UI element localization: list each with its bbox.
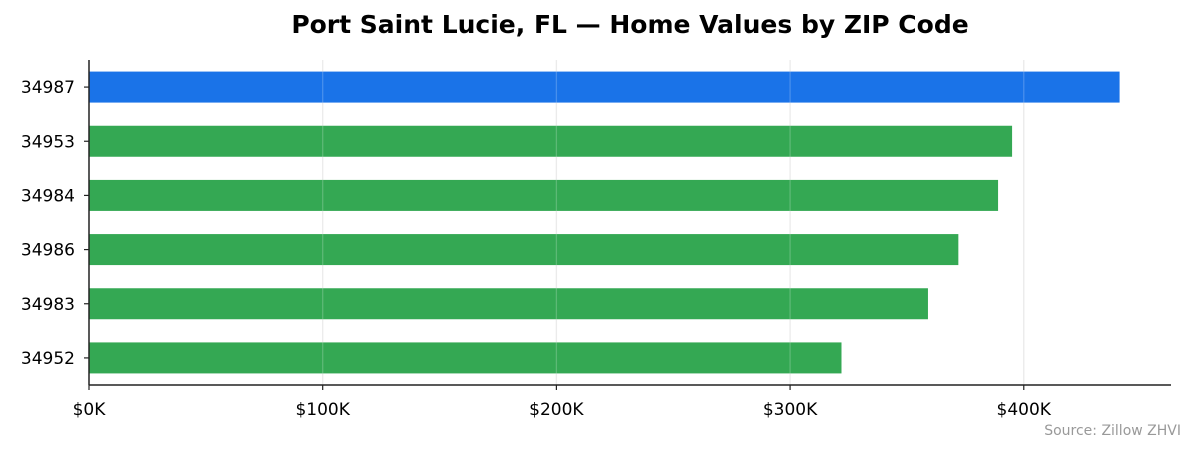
bar-34983 [89,288,928,320]
chart-title: Port Saint Lucie, FL — Home Values by ZI… [291,10,969,39]
x-tick-label: $0K [73,400,107,420]
x-tick-label: $300K [763,400,818,420]
y-tick-label: 34952 [21,349,75,369]
y-tick-label: 34984 [21,186,75,206]
x-tick-label: $100K [295,400,350,420]
y-tick-label: 34987 [21,78,75,98]
bar-34987 [89,71,1120,103]
bar-34986 [89,234,959,266]
y-tick-label: 34986 [21,241,75,261]
x-tick-label: $200K [529,400,584,420]
bar-34984 [89,179,999,211]
bar-34952 [89,342,842,374]
source-note: Source: Zillow ZHVI [1044,423,1181,439]
y-tick-label: 34983 [21,295,75,315]
bar-34953 [89,125,1013,157]
y-tick-label: 34953 [21,132,75,152]
x-tick-label: $400K [997,400,1052,420]
